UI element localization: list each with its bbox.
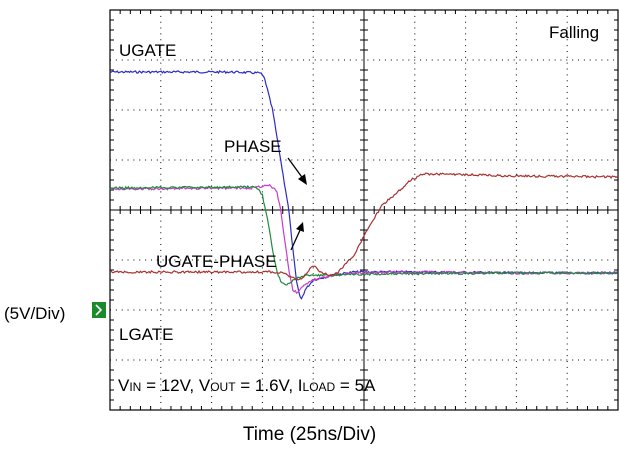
- ugate-label: UGATE: [119, 41, 176, 60]
- plot-frame: [109, 9, 619, 411]
- lgate-trace: [109, 172, 618, 281]
- ground-marker-icon: [92, 302, 106, 318]
- ugate-phase-trace: [109, 184, 618, 286]
- phase-label: PHASE: [224, 137, 282, 156]
- ugate-phase-label: UGATE-PHASE: [156, 252, 277, 271]
- phase-arrow: [287, 157, 307, 185]
- y-scale-label: (5V/Div): [4, 304, 65, 323]
- traces: [109, 70, 618, 300]
- lgate-label: LGATE: [119, 325, 173, 344]
- ugate-trace: [109, 70, 618, 300]
- chart-title: Falling: [549, 23, 599, 42]
- x-axis-label: Time (25ns/Div): [242, 424, 377, 445]
- chart-grid: [110, 10, 618, 410]
- ugate-phase-arrow: [290, 222, 304, 251]
- conditions-annotation: VIN = 12V, VOUT = 1.6V, ILOAD = 5A: [118, 376, 376, 395]
